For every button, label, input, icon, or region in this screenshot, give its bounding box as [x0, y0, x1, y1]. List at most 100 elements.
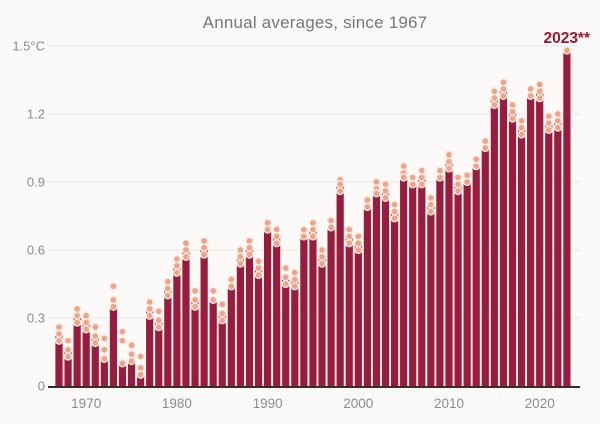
dot-1988-2 — [245, 250, 254, 259]
dot-1968-0 — [63, 336, 73, 345]
dot-2004-1 — [390, 207, 399, 216]
dot-2006-1 — [408, 180, 417, 189]
dot-1969-2 — [72, 318, 82, 327]
dot-1996-0 — [317, 245, 327, 255]
bar-2018 — [517, 127, 526, 386]
dot-1987-1 — [236, 252, 245, 261]
dot-2017-1 — [508, 107, 517, 116]
bar-1992 — [282, 274, 290, 386]
dot-1999-2 — [345, 239, 354, 248]
dot-1986-0 — [227, 275, 236, 284]
dot-1992-0 — [281, 263, 290, 273]
dot-1980-1 — [172, 261, 182, 271]
bar-1989 — [254, 265, 263, 386]
dot-2022-0 — [553, 109, 562, 119]
bar-1983 — [200, 247, 208, 386]
bar-2023 — [563, 52, 571, 387]
dot-1975-1 — [127, 350, 136, 359]
dot-1982-1 — [190, 295, 200, 305]
dot-2019-0 — [526, 84, 535, 94]
dot-1986-1 — [227, 282, 236, 291]
bar-2020 — [536, 91, 544, 386]
dot-1972-1 — [100, 345, 109, 354]
bar-1973 — [109, 304, 118, 386]
dot-1980-2 — [172, 268, 182, 277]
x-tick-label-2020: 2020 — [525, 396, 555, 411]
dot-2012-1 — [462, 177, 472, 187]
dot-1998-2 — [336, 186, 345, 196]
bar-1970 — [82, 320, 90, 386]
dot-1977-0 — [145, 297, 154, 307]
dot-1972-0 — [100, 334, 109, 343]
bar-1988 — [245, 247, 254, 386]
y-tick-label-1.2: 1.2 — [27, 106, 45, 121]
dot-1998-1 — [336, 180, 345, 189]
dot-1967-2 — [54, 336, 64, 345]
dot-1970-0 — [82, 311, 91, 320]
y-tick-label-0.3: 0.3 — [27, 310, 45, 325]
dot-1993-1 — [290, 275, 299, 284]
dot-1979-1 — [163, 284, 172, 293]
dot-2020-1 — [535, 87, 544, 96]
dot-1987-0 — [236, 245, 245, 255]
y-tick-label-0.9: 0.9 — [27, 174, 45, 189]
dot-1970-2 — [82, 325, 91, 334]
dot-1971-2 — [91, 338, 100, 348]
dot-2007-0 — [417, 166, 426, 175]
bar-2005 — [400, 170, 408, 386]
bar-1991 — [273, 234, 281, 386]
y-tick-label-0.6: 0.6 — [27, 242, 45, 257]
bar-1976 — [137, 374, 145, 386]
dot-2000-0 — [354, 232, 363, 241]
dot-2009-1 — [435, 173, 445, 182]
bar-2010 — [445, 161, 453, 386]
dot-1990-0 — [263, 218, 272, 227]
bar-1993 — [291, 277, 299, 386]
dot-1985-0 — [218, 300, 227, 309]
dot-2008-2 — [426, 207, 436, 216]
dot-1979-2 — [163, 291, 172, 300]
bar-2001 — [363, 206, 371, 386]
dot-2002-0 — [372, 177, 381, 187]
bar-2008 — [427, 204, 435, 386]
dot-1976-0 — [136, 352, 145, 361]
dot-1982-0 — [190, 286, 200, 295]
dot-2008-0 — [426, 193, 436, 203]
dot-2009-0 — [435, 166, 445, 175]
dot-2018-1 — [517, 123, 526, 132]
dot-1971-0 — [91, 322, 100, 332]
dataset-dots — [54, 46, 572, 379]
dot-2022-1 — [553, 116, 562, 125]
dot-2020-2 — [535, 93, 544, 103]
bar-1996 — [318, 256, 326, 386]
dot-1972-2 — [100, 354, 109, 363]
dot-2014-1 — [481, 143, 490, 153]
dot-2004-0 — [390, 200, 399, 209]
dot-1991-0 — [272, 225, 281, 234]
dot-1983-2 — [199, 250, 209, 259]
dot-1988-1 — [245, 243, 254, 252]
dot-1981-0 — [181, 239, 191, 248]
dot-2017-0 — [508, 100, 517, 110]
bar-1980 — [173, 263, 181, 386]
dot-1971-1 — [91, 331, 100, 341]
y-tick-label-0: 0 — [38, 378, 45, 393]
dot-1996-2 — [317, 259, 327, 268]
dot-2013-0 — [472, 155, 481, 164]
dot-1983-0 — [199, 236, 209, 246]
dot-2008-1 — [426, 200, 436, 209]
dot-1980-0 — [172, 254, 182, 264]
dot-2010-0 — [444, 150, 454, 159]
dot-2005-0 — [399, 161, 408, 171]
dot-1981-2 — [181, 252, 191, 261]
dot-2007-1 — [417, 173, 426, 182]
bar-1999 — [345, 236, 353, 386]
bar-1984 — [209, 297, 217, 386]
dot-1995-2 — [308, 232, 318, 241]
dot-1994-0 — [299, 225, 309, 234]
dot-1999-1 — [345, 232, 354, 241]
dot-1982-2 — [190, 302, 200, 311]
bar-2014 — [481, 148, 489, 386]
dot-1976-2 — [136, 370, 145, 379]
